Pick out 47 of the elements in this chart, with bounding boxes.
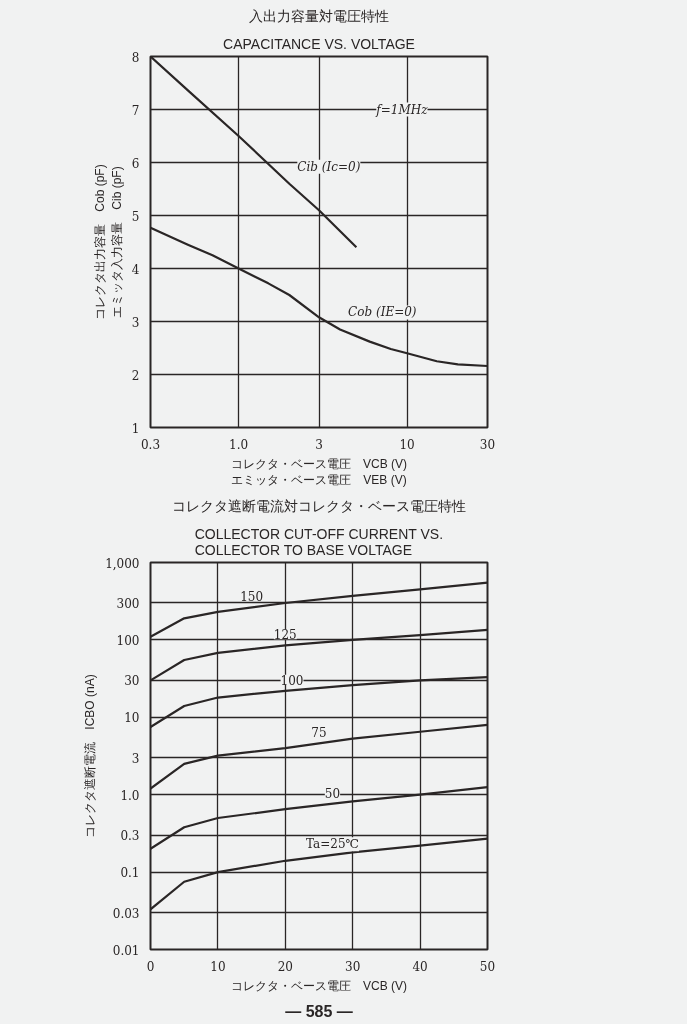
annotation: 75 — [311, 726, 327, 741]
x-tick-label: 50 — [479, 959, 496, 974]
series-label: Cob (IE=0) — [348, 305, 417, 320]
y-tick-label: 0.01 — [112, 943, 140, 958]
chart-title: コレクタ遮断電流対コレクタ・ベース電圧特性 — [172, 497, 466, 514]
text: — 585 — — [285, 1002, 353, 1020]
y-tick-label: 300 — [116, 596, 140, 611]
y-axis-title: コレクタ出力容量 Cob (pF) エミッタ入力容量 Cib (pF) — [93, 164, 124, 320]
y-axis-title: コレクタ遮断電流 ICBO (nA) — [83, 674, 98, 838]
annotation: f=1MHz — [375, 102, 429, 117]
annotation: 100 — [280, 673, 304, 688]
y-tick-label: 0.3 — [120, 829, 140, 844]
annotation: 150 — [240, 589, 264, 604]
y-tick-label: 10 — [124, 711, 140, 726]
x-tick-label: 20 — [277, 959, 293, 974]
y-tick-label: 7 — [131, 103, 140, 118]
y-tick-label: 2 — [131, 368, 140, 383]
y-tick-label: 1,000 — [105, 556, 140, 571]
chart-title: 入出力容量対電圧特性 — [249, 7, 389, 24]
chart-subtitle: COLLECTOR CUT-OFF CURRENT VS. COLLECTOR TO BASE VOLTAGE — [194, 525, 444, 558]
y-tick-label: 1 — [131, 421, 140, 436]
y-tick-label: 0.1 — [120, 866, 140, 881]
annotation: 50 — [324, 786, 341, 801]
y-tick-label: 6 — [131, 156, 140, 171]
x-tick-label: 10 — [210, 959, 226, 974]
x-tick-label: 30 — [479, 437, 496, 452]
x-axis-title: コレクタ・ベース電圧 VCB (V) — [231, 978, 408, 993]
x-tick-label: 3 — [315, 437, 323, 452]
x-tick-label: 1.0 — [229, 437, 249, 452]
annotation: 125 — [273, 628, 297, 643]
x-tick-label: 40 — [412, 959, 428, 974]
x-tick-label: 30 — [345, 959, 361, 974]
y-tick-label: 5 — [131, 209, 140, 224]
y-tick-label: 0.03 — [112, 906, 140, 921]
chart-subtitle: CAPACITANCE VS. VOLTAGE — [223, 35, 415, 52]
y-tick-label: 3 — [131, 751, 140, 766]
y-tick-label: 3 — [131, 315, 140, 330]
y-tick-label: 4 — [131, 262, 140, 277]
annotation: Ta=25℃ — [305, 837, 359, 852]
y-tick-label: 1.0 — [120, 788, 140, 803]
x-tick-label: 0 — [146, 959, 155, 974]
y-tick-label: 100 — [116, 633, 140, 648]
series-label: Cib (Ic=0) — [297, 159, 361, 174]
x-tick-label: 10 — [399, 437, 415, 452]
x-axis-title: コレクタ・ベース電圧 VCB (V) エミッタ・ベース電圧 VEB (V) — [231, 456, 408, 488]
y-tick-label: 30 — [124, 674, 140, 689]
y-tick-label: 8 — [131, 50, 140, 65]
